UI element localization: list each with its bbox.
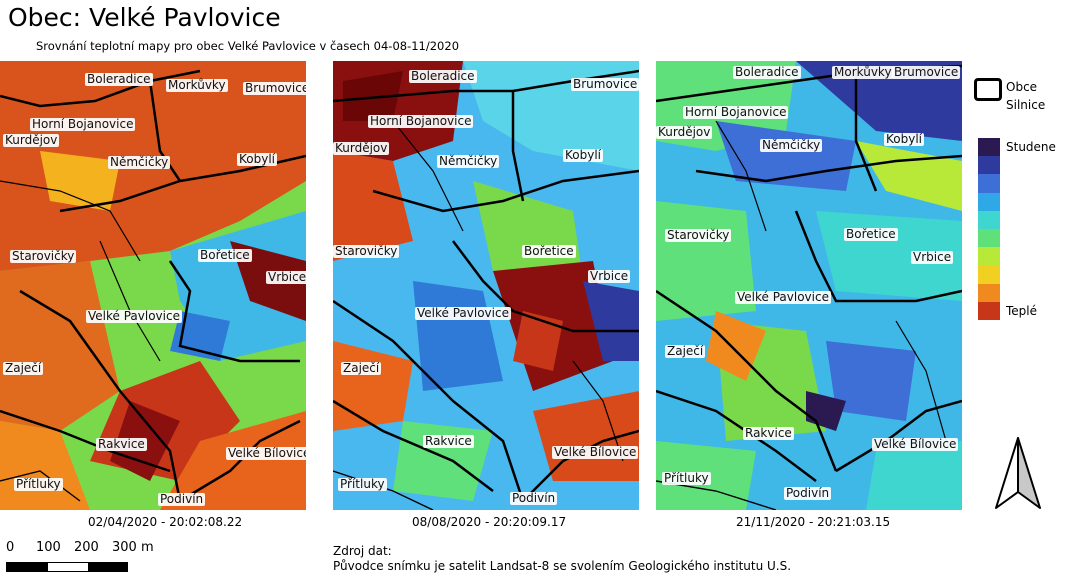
- thermal-map-november: Boleradice Morkůvky Brumovice Horní Boja…: [656, 61, 962, 510]
- place-label-velke-bilovice: Velké Bílovice: [872, 437, 959, 451]
- place-label-velke-pavlovice: Velké Pavlovice: [735, 290, 831, 304]
- scale-label-100: 100: [36, 540, 61, 555]
- thermal-map-april: Boleradice Morkůvky Brumovice Horní Boja…: [0, 61, 306, 510]
- map-caption-august: 08/08/2020 - 20:20:09.17: [412, 515, 567, 529]
- scale-segment: [47, 562, 89, 572]
- north-arrow-icon: [995, 437, 1041, 509]
- place-label-velke-pavlovice: Velké Pavlovice: [86, 309, 182, 323]
- ramp-step: [978, 138, 1000, 157]
- place-label-rakvice: Rakvice: [96, 437, 147, 451]
- map-legend: Obce Silnice Studene Teplé: [972, 74, 1078, 334]
- place-label-kobyli: Kobylí: [563, 148, 603, 162]
- place-label-nemcicky: Němčičky: [437, 154, 500, 168]
- place-label-velke-bilovice: Velké Bílovice: [226, 447, 306, 460]
- place-label-morkuvky: Morkůvky: [166, 78, 228, 92]
- scale-label-200: 200: [74, 540, 99, 555]
- source-heading: Zdroj dat:: [333, 544, 392, 558]
- place-label-zajeci: Zaječí: [665, 344, 706, 358]
- place-label-starovicky: Starovičky: [665, 228, 732, 242]
- thermal-raster-august: [333, 61, 639, 510]
- place-label-kurdejov: Kurdějov: [3, 133, 60, 147]
- place-label-horni-bojanovice: Horní Bojanovice: [30, 117, 136, 131]
- municipality-boundary-symbol: [974, 78, 1002, 101]
- place-label-starovicky: Starovičky: [10, 249, 77, 263]
- place-label-zajeci: Zaječí: [341, 361, 382, 375]
- place-label-vrbice: Vrbice: [911, 250, 954, 264]
- place-label-nemcicky: Němčičky: [760, 138, 823, 152]
- scale-label-0: 0: [6, 540, 15, 555]
- legend-label-cold: Studene: [1006, 140, 1056, 154]
- map-caption-april: 02/04/2020 - 20:02:08.22: [88, 515, 243, 529]
- place-label-brumovice: Brumovice: [892, 65, 961, 79]
- ramp-step: [978, 174, 1000, 193]
- thermal-map-august: Boleradice Brumovice Horní Bojanovice Ku…: [333, 61, 639, 510]
- place-label-boretice: Bořetice: [844, 227, 898, 241]
- place-label-kurdejov: Kurdějov: [656, 125, 713, 139]
- place-label-brumovice: Brumovice: [243, 82, 306, 95]
- place-label-velke-pavlovice: Velké Pavlovice: [415, 306, 511, 320]
- place-label-kobyli: Kobylí: [884, 132, 924, 146]
- place-label-kurdejov: Kurdějov: [333, 141, 390, 155]
- map-title: Obec: Velké Pavlovice: [8, 3, 281, 32]
- ramp-step: [978, 210, 1000, 229]
- place-label-rakvice: Rakvice: [743, 426, 794, 440]
- place-label-pritluky: Přítluky: [338, 477, 387, 491]
- place-label-pritluky: Přítluky: [662, 471, 711, 485]
- scale-bar: 0 100 200 300 m: [6, 540, 206, 578]
- legend-label-silnice: Silnice: [1006, 98, 1046, 112]
- scale-segment: [6, 562, 48, 572]
- legend-label-warm: Teplé: [1006, 304, 1038, 318]
- place-label-boretice: Bořetice: [522, 244, 576, 258]
- ramp-step: [978, 228, 1000, 248]
- map-caption-november: 21/11/2020 - 20:21:03.15: [736, 515, 891, 529]
- ramp-step: [978, 283, 1000, 302]
- ramp-step: [978, 192, 1000, 211]
- scale-label-300: 300 m: [112, 540, 154, 555]
- ramp-step: [978, 301, 1000, 320]
- place-label-boleradice: Boleradice: [409, 69, 477, 83]
- place-label-velke-bilovice: Velké Bílovice: [552, 445, 639, 459]
- place-label-boleradice: Boleradice: [733, 65, 801, 79]
- place-label-starovicky: Starovičky: [333, 244, 400, 258]
- data-source-note: Zdroj dat: Původce snímku je satelit Lan…: [333, 544, 791, 574]
- place-label-podivin: Podivín: [510, 491, 558, 505]
- ramp-step: [978, 247, 1000, 266]
- scale-segment: [88, 562, 128, 572]
- source-text: Původce snímku je satelit Landsat-8 se s…: [333, 559, 792, 573]
- place-label-podivin: Podivín: [784, 486, 832, 500]
- place-label-boretice: Bořetice: [198, 248, 252, 262]
- place-label-nemcicky: Němčičky: [108, 155, 171, 169]
- ramp-step: [978, 265, 1000, 284]
- place-label-kobyli: Kobylí: [237, 152, 277, 166]
- place-label-brumovice: Brumovice: [571, 77, 639, 91]
- place-label-horni-bojanovice: Horní Bojanovice: [368, 114, 474, 128]
- place-label-morkuvky: Morkůvky: [832, 65, 894, 79]
- place-label-vrbice: Vrbice: [266, 271, 306, 284]
- place-label-rakvice: Rakvice: [423, 434, 474, 448]
- map-subtitle: Srovnání teplotní mapy pro obec Velké Pa…: [36, 39, 460, 53]
- scale-bar-graphic: [6, 562, 130, 572]
- place-label-boleradice: Boleradice: [85, 72, 153, 86]
- place-label-horni-bojanovice: Horní Bojanovice: [683, 105, 789, 119]
- ramp-step: [978, 156, 1000, 175]
- thermal-raster-november: [656, 61, 962, 510]
- place-label-podivin: Podivín: [158, 492, 206, 506]
- temperature-color-ramp: [978, 138, 1000, 320]
- place-label-zajeci: Zaječí: [3, 361, 44, 375]
- place-label-pritluky: Přítluky: [14, 477, 63, 491]
- legend-label-obce: Obce: [1006, 80, 1038, 94]
- place-label-vrbice: Vrbice: [588, 269, 631, 283]
